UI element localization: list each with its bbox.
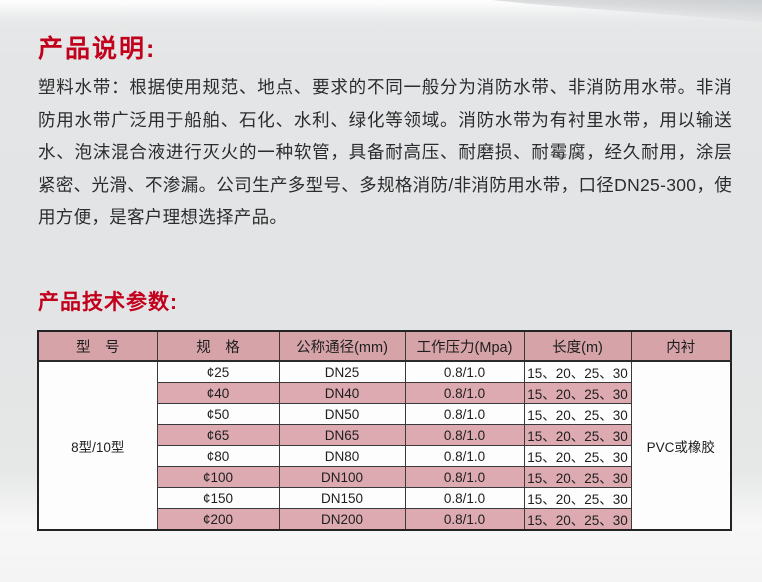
table-header-row: 型 号 规 格 公称通径(mm) 工作压力(Mpa) 长度(m) 内衬 xyxy=(37,330,732,362)
pressure-cell: 0.8/1.0 xyxy=(404,445,525,467)
pressure-cell: 0.8/1.0 xyxy=(404,403,525,425)
spec-cell: ¢65 xyxy=(156,424,280,446)
pressure-cell: 0.8/1.0 xyxy=(404,360,525,383)
dn-cell: DN50 xyxy=(278,403,406,425)
model-cell: 8型/10型 xyxy=(37,360,158,531)
top-highlight-strip xyxy=(0,0,762,9)
column-header-pressure: 工作压力(Mpa) xyxy=(404,330,525,362)
pressure-cell: 0.8/1.0 xyxy=(404,466,525,488)
spec-cell: ¢150 xyxy=(156,487,280,509)
length-cell: 15、20、25、30 xyxy=(523,424,632,446)
pressure-cell: 0.8/1.0 xyxy=(404,487,525,509)
column-header-model: 型 号 xyxy=(37,330,158,362)
length-cell: 15、20、25、30 xyxy=(523,487,632,509)
spec-cell: ¢50 xyxy=(156,403,280,425)
product-description-title: 产品说明: xyxy=(38,35,157,63)
spec-cell: ¢100 xyxy=(156,466,280,488)
spec-cell: ¢200 xyxy=(156,508,280,531)
spec-cell: ¢40 xyxy=(156,382,280,404)
table-row: 8型/10型 ¢25 DN25 0.8/1.0 15、20、25、30 PVC或… xyxy=(37,360,732,531)
dn-cell: DN80 xyxy=(278,445,406,467)
dn-cell: DN150 xyxy=(278,487,406,509)
table-row: ¢100 DN100 0.8/1.0 15、20、25、30 xyxy=(38,466,731,488)
table-row: ¢40 DN40 0.8/1.0 15、20、25、30 xyxy=(38,382,731,404)
table-row: ¢80 DN80 0.8/1.0 15、20、25、30 xyxy=(38,445,731,467)
table-row: ¢65 DN65 0.8/1.0 15、20、25、30 xyxy=(38,424,731,446)
pressure-cell: 0.8/1.0 xyxy=(404,508,525,531)
dn-cell: DN200 xyxy=(278,508,406,531)
dn-cell: DN65 xyxy=(278,424,406,446)
lining-cell: PVC或橡胶 xyxy=(630,360,732,531)
length-cell: 15、20、25、30 xyxy=(523,508,632,531)
pressure-cell: 0.8/1.0 xyxy=(404,382,525,404)
technical-parameters-title: 产品技术参数: xyxy=(38,291,178,314)
column-header-length: 长度(m) xyxy=(523,330,632,362)
dn-cell: DN40 xyxy=(278,382,406,404)
length-cell: 15、20、25、30 xyxy=(523,382,632,404)
length-cell: 15、20、25、30 xyxy=(523,466,632,488)
length-cell: 15、20、25、30 xyxy=(523,445,632,467)
spec-cell: ¢80 xyxy=(156,445,280,467)
table-row: ¢150 DN150 0.8/1.0 15、20、25、30 xyxy=(38,487,731,509)
table-row: ¢200 DN200 0.8/1.0 15、20、25、30 xyxy=(38,508,731,531)
length-cell: 15、20、25、30 xyxy=(523,403,632,425)
top-right-corner-shade xyxy=(492,0,762,22)
technical-parameters-table: 型 号 规 格 公称通径(mm) 工作压力(Mpa) 长度(m) 内衬 8型/1… xyxy=(37,330,732,531)
product-description-text: 塑料水带：根据使用规范、地点、要求的不同一般分为消防水带、非消防用水带。非消防用… xyxy=(38,77,732,228)
pressure-cell: 0.8/1.0 xyxy=(404,424,525,446)
column-header-lining: 内衬 xyxy=(630,330,732,362)
dn-cell: DN25 xyxy=(278,360,406,383)
dn-cell: DN100 xyxy=(278,466,406,488)
length-cell: 15、20、25、30 xyxy=(523,360,632,383)
column-header-dn: 公称通径(mm) xyxy=(278,330,406,362)
spec-cell: ¢25 xyxy=(156,360,280,383)
column-header-spec: 规 格 xyxy=(156,330,280,362)
